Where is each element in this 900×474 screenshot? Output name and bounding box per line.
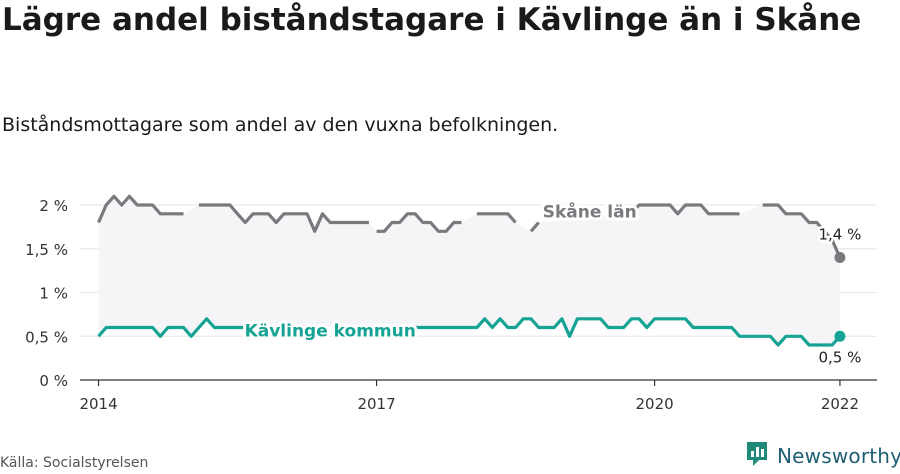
chart-subtitle: Biståndsmottagare som andel av den vuxna… — [2, 114, 559, 136]
series-line-skane — [97, 194, 184, 224]
chart-title: Lägre andel biståndstagare i Kävlinge än… — [2, 2, 862, 38]
series-line-kavlinge — [97, 317, 246, 338]
y-tick-label: 2 % — [39, 197, 68, 215]
x-tick-label: 2014 — [79, 395, 117, 413]
y-tick-label: 0 % — [39, 372, 68, 390]
end-point-kavlinge — [834, 330, 846, 342]
end-label-kavlinge-halo: 0,5 % — [818, 348, 861, 366]
series-label-kavlinge-halo: Kävlinge kommun — [245, 322, 416, 342]
series-line-skane — [376, 212, 462, 233]
y-tick-label: 0,5 % — [25, 328, 68, 346]
series-label-skane-halo: Skåne län — [543, 201, 637, 223]
x-tick-label: 2020 — [635, 395, 673, 413]
series-line-skane — [198, 203, 369, 233]
x-tick-label: 2017 — [357, 395, 395, 413]
newsworthy-logo-icon — [745, 440, 769, 472]
series-label-skane: Skåne län — [543, 201, 637, 223]
source-note: Källa: Socialstyrelsen — [0, 455, 149, 471]
series-label-kavlinge: Kävlinge kommun — [245, 322, 416, 342]
brand[interactable]: Newsworthy — [745, 440, 900, 472]
brand-name: Newsworthy — [777, 444, 900, 468]
end-label-skane-halo: 1,4 % — [818, 226, 861, 244]
end-label-kavlinge: 0,5 % — [818, 348, 861, 366]
range-band — [98, 196, 840, 345]
series-line-kavlinge — [368, 317, 842, 347]
end-point-skane — [834, 252, 846, 263]
y-tick-label: 1 % — [39, 285, 68, 303]
series-line-skane — [529, 221, 540, 233]
series-line-skane — [762, 203, 842, 259]
series-line-skane — [476, 212, 517, 224]
x-tick-label: 2022 — [821, 395, 859, 413]
series-line-skane — [630, 203, 740, 216]
y-tick-label: 1,5 % — [25, 241, 68, 259]
end-label-skane: 1,4 % — [818, 226, 861, 244]
